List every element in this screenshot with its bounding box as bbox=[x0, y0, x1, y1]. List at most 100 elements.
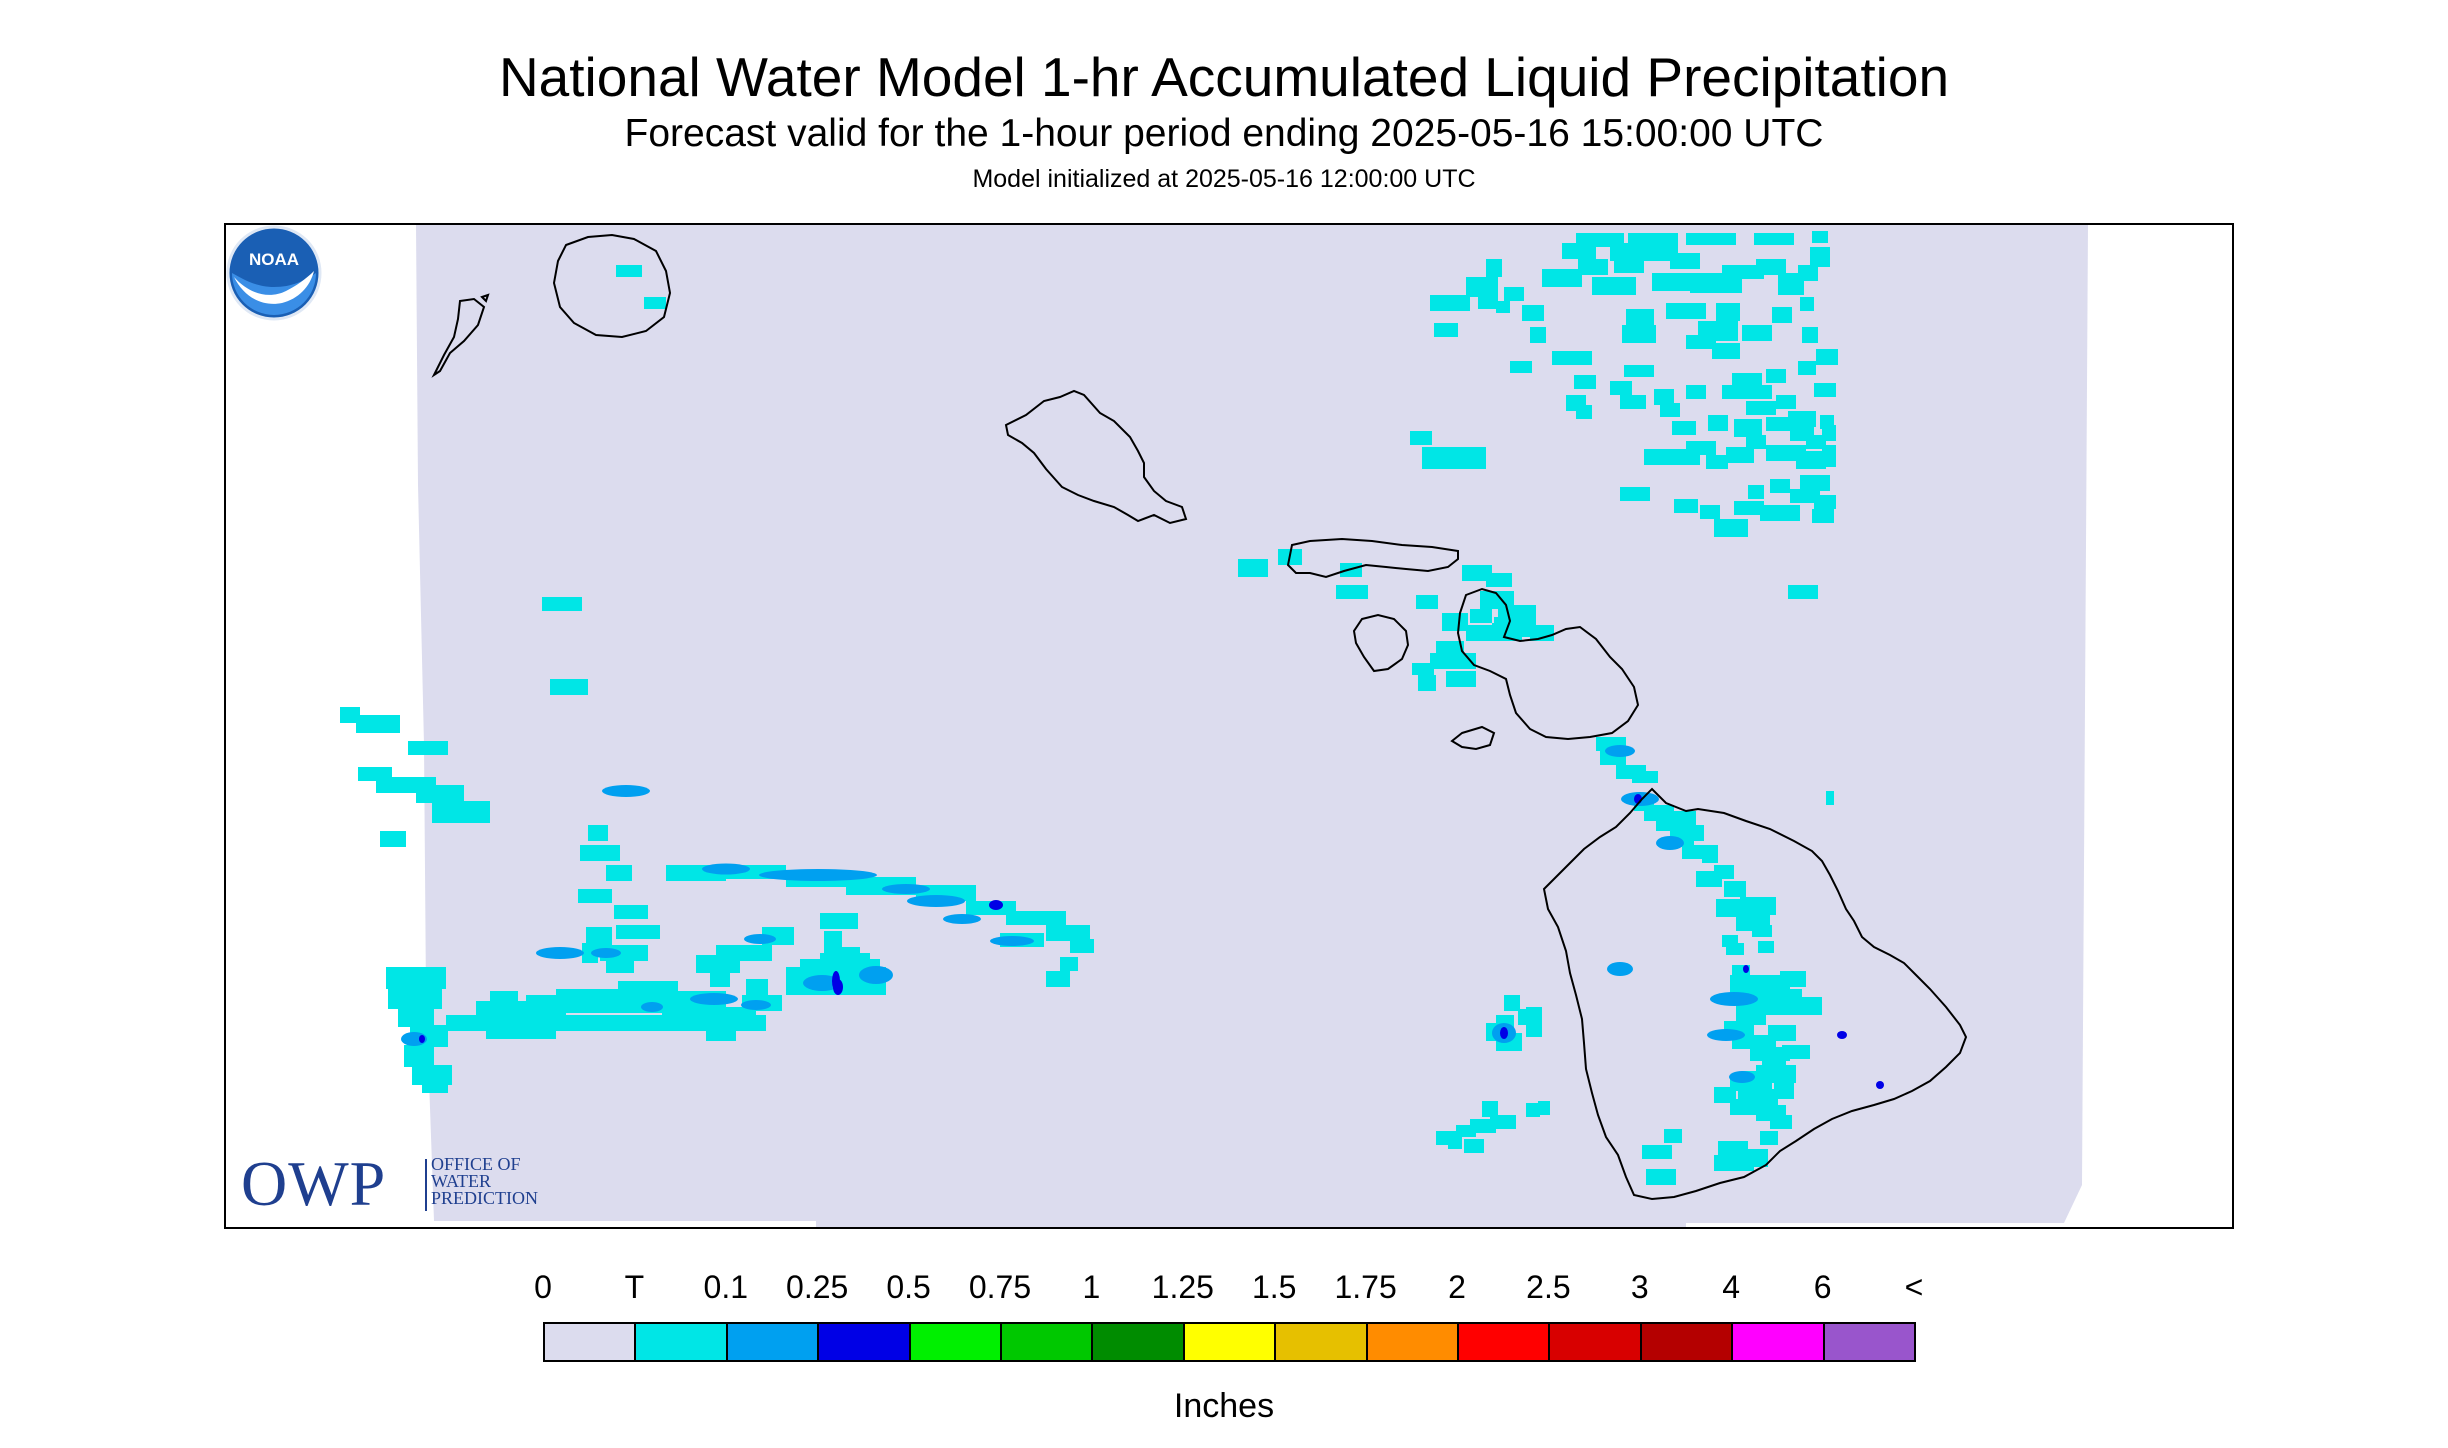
legend-label: 4 bbox=[1722, 1269, 1741, 1305]
noaa-logo: NOAA bbox=[226, 225, 322, 321]
coastline-molokai bbox=[1286, 537, 1459, 579]
precip-cell bbox=[1046, 971, 1070, 987]
precip-core bbox=[1656, 836, 1684, 850]
precip-cell bbox=[1756, 1065, 1796, 1083]
precip-cell bbox=[614, 905, 648, 919]
precip-cell bbox=[1526, 1103, 1540, 1117]
precip-cell bbox=[1530, 327, 1546, 343]
precip-cell bbox=[1782, 1045, 1810, 1059]
precip-cell bbox=[1656, 811, 1696, 831]
precip-cell bbox=[1610, 243, 1646, 261]
legend-label: 0.5 bbox=[886, 1269, 931, 1305]
precip-cell bbox=[1714, 519, 1748, 537]
legend-swatch bbox=[543, 1322, 637, 1362]
precip-cell bbox=[1486, 573, 1512, 587]
map-subtitle: Forecast valid for the 1-hour period end… bbox=[624, 112, 1824, 155]
precip-cell bbox=[1482, 1101, 1498, 1117]
precip-cell bbox=[1666, 303, 1706, 319]
precip-cell bbox=[1768, 1025, 1796, 1041]
precip-core bbox=[744, 934, 776, 944]
precip-cell bbox=[1412, 663, 1434, 675]
precip-cell bbox=[606, 865, 632, 881]
owp-logo-divider bbox=[425, 1159, 427, 1211]
map-title: National Water Model 1-hr Accumulated Li… bbox=[498, 46, 1950, 108]
precip-cell bbox=[1652, 273, 1692, 291]
precip-cell bbox=[1734, 501, 1764, 515]
legend-swatch bbox=[1822, 1322, 1916, 1362]
precip-cell bbox=[1538, 1101, 1550, 1115]
precip-cell bbox=[1462, 565, 1492, 581]
precip-cell bbox=[1788, 411, 1816, 427]
precipitation-cells bbox=[340, 231, 1884, 1185]
precip-cell bbox=[432, 801, 490, 823]
precip-cell bbox=[1060, 957, 1078, 971]
precip-cell bbox=[1644, 449, 1700, 465]
precip-cell bbox=[1748, 485, 1764, 499]
precip-cell bbox=[1796, 451, 1826, 469]
precip-cell bbox=[1752, 925, 1772, 937]
precip-cell bbox=[1610, 381, 1632, 395]
noaa-logo-text: NOAA bbox=[249, 250, 299, 269]
precip-cell bbox=[1722, 265, 1764, 279]
precip-cell bbox=[386, 967, 446, 989]
precip-core bbox=[882, 884, 930, 894]
precip-core bbox=[702, 863, 750, 875]
precip-cell bbox=[1448, 1135, 1462, 1149]
precip-cell bbox=[1686, 335, 1716, 349]
precip-core bbox=[1710, 992, 1758, 1006]
precip-core bbox=[1500, 1027, 1508, 1039]
precip-core bbox=[741, 1000, 771, 1010]
precip-cell bbox=[1734, 419, 1762, 437]
precip-cell bbox=[1700, 505, 1720, 519]
legend-label: 0.1 bbox=[703, 1269, 749, 1305]
precip-cell bbox=[1422, 447, 1486, 469]
precip-cell bbox=[412, 985, 442, 1009]
precip-cell bbox=[1552, 351, 1592, 365]
model-domain bbox=[416, 225, 2088, 1227]
legend-swatch bbox=[1091, 1322, 1185, 1362]
legend-swatch bbox=[1731, 1322, 1825, 1362]
legend-label: 1.75 bbox=[1334, 1269, 1397, 1305]
precip-cell bbox=[1702, 845, 1718, 863]
coastline-hawaii bbox=[1542, 787, 1968, 1201]
precip-cell bbox=[696, 955, 740, 973]
precip-cell bbox=[1434, 323, 1458, 337]
precip-cell bbox=[616, 265, 642, 277]
precip-cell bbox=[1708, 415, 1728, 431]
precip-cell bbox=[1470, 1119, 1496, 1133]
precip-core bbox=[1876, 1081, 1884, 1089]
precip-cell bbox=[1542, 269, 1582, 287]
precip-cell bbox=[706, 1025, 736, 1041]
legend-swatch bbox=[1365, 1322, 1459, 1362]
precip-cell bbox=[1746, 435, 1766, 449]
precip-core bbox=[1837, 1031, 1847, 1039]
precip-cell bbox=[1754, 233, 1794, 245]
precip-cell bbox=[1670, 253, 1700, 269]
legend-label: 0.75 bbox=[968, 1269, 1032, 1305]
precip-cell bbox=[1686, 233, 1736, 245]
precip-core bbox=[536, 947, 584, 959]
precip-cell bbox=[398, 1009, 434, 1027]
precip-cell bbox=[1672, 421, 1696, 435]
precip-core bbox=[419, 1035, 425, 1043]
precip-cell bbox=[1742, 325, 1772, 341]
precip-cell bbox=[1574, 375, 1596, 389]
precip-cell bbox=[416, 785, 464, 803]
precip-cell bbox=[1716, 303, 1740, 321]
precip-cell bbox=[1776, 395, 1796, 409]
precip-cell bbox=[1410, 431, 1432, 445]
precip-core bbox=[690, 993, 738, 1005]
precip-cell bbox=[1418, 675, 1436, 691]
precip-cell bbox=[340, 707, 360, 723]
precip-core bbox=[907, 895, 965, 907]
precip-cell bbox=[542, 597, 582, 611]
coastline-oahu bbox=[1004, 389, 1188, 525]
precip-cell bbox=[1742, 1149, 1768, 1167]
precip-cell bbox=[1510, 361, 1532, 373]
precip-cell bbox=[1562, 243, 1596, 259]
precip-cell bbox=[1788, 585, 1818, 599]
legend-label: 1.25 bbox=[1151, 1269, 1214, 1305]
precip-cell bbox=[404, 1045, 434, 1067]
precip-cell bbox=[1576, 405, 1592, 419]
precip-cell bbox=[1822, 425, 1836, 441]
